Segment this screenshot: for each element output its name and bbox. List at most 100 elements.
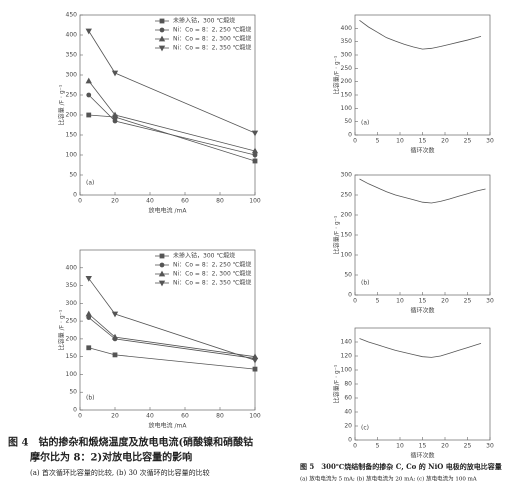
marker (86, 112, 92, 118)
y-tick-label: 0 (348, 292, 352, 299)
panel-label: (a) (86, 180, 94, 187)
marker (158, 45, 166, 52)
marker (251, 130, 259, 137)
marker (112, 118, 118, 124)
x-axis-label: 循环次数 (410, 147, 434, 155)
plot-frame (79, 249, 256, 411)
x-tick-label: 60 (181, 413, 189, 420)
marker (251, 357, 259, 364)
x-tick-label: 10 (396, 298, 404, 305)
y-tick-label: 80 (344, 381, 352, 388)
x-tick-label: 0 (78, 198, 82, 205)
marker (111, 70, 119, 77)
x-tick-label: 20 (111, 413, 119, 420)
x-tick-label: 20 (111, 198, 119, 205)
y-tick-label: 0 (348, 132, 352, 139)
y-tick-label: 400 (66, 264, 78, 271)
y-tick-label: 200 (341, 78, 353, 85)
series-line (88, 313, 256, 358)
y-tick-label: 40 (344, 409, 352, 416)
y-tick-label: 250 (341, 65, 353, 72)
marker (85, 310, 92, 317)
y-tick-label: 140 (341, 339, 353, 346)
x-tick-label: 15 (419, 443, 427, 450)
y-axis-label: 比容量 /F · g⁻¹ (58, 84, 66, 125)
y-tick-label: 350 (66, 52, 78, 59)
x-axis-label: 循环次数 (410, 307, 434, 315)
marker (111, 111, 119, 118)
marker (159, 253, 165, 259)
x-tick-label: 10 (396, 443, 404, 450)
x-tick-label: 30 (486, 443, 494, 450)
y-tick-label: 200 (341, 212, 353, 219)
x-tick-label: 30 (486, 138, 494, 145)
x-tick-label: 100 (249, 413, 261, 420)
marker (85, 28, 92, 35)
y-tick-label: 20 (344, 423, 352, 430)
x-tick-label: 5 (376, 138, 380, 145)
legend-label: Ni：Co = 8：2, 300 ℃煅烧 (173, 270, 251, 278)
x-tick-label: 0 (353, 298, 357, 305)
y-tick-label: 100 (341, 252, 353, 259)
y-tick-label: 50 (344, 118, 352, 125)
y-tick-label: 450 (66, 12, 78, 19)
caption: 图 5 300℃烧结制备的掺杂 C, Co 的 NiO 电极的放电比容量 (300, 462, 502, 471)
x-tick-label: 40 (146, 198, 154, 205)
series-line (359, 338, 482, 358)
marker (85, 77, 92, 84)
y-tick-label: 200 (66, 335, 78, 342)
caption: (a) 首次循环比容量的比较, (b) 30 次循环的比容量的比较 (30, 468, 210, 477)
y-axis-label: 比容量/F · g⁻¹ (333, 364, 341, 403)
x-tick-label: 25 (464, 298, 472, 305)
y-axis-label: 比容量 /F · g⁻¹ (58, 309, 66, 350)
y-tick-label: 150 (66, 132, 78, 139)
x-tick-label: 80 (216, 198, 224, 205)
y-tick-label: 50 (69, 389, 77, 396)
legend-label: Ni：Co = 8：2, 250 ℃煅烧 (173, 261, 251, 269)
y-tick-label: 0 (73, 192, 77, 199)
y-tick-label: 400 (341, 25, 353, 32)
y-tick-label: 100 (66, 371, 78, 378)
y-tick-label: 300 (66, 300, 78, 307)
marker (159, 18, 165, 24)
x-tick-label: 20 (441, 298, 449, 305)
plot-frame (79, 14, 256, 196)
marker (85, 276, 92, 282)
y-axis-label: 比容量/F · g⁻¹ (333, 215, 341, 254)
marker (252, 152, 258, 158)
x-tick-label: 25 (464, 138, 472, 145)
y-tick-label: 150 (341, 232, 353, 239)
marker (111, 311, 119, 318)
plot-frame (354, 14, 491, 136)
y-tick-label: 350 (66, 282, 78, 289)
x-tick-label: 5 (376, 443, 380, 450)
y-tick-label: 100 (66, 152, 78, 159)
legend-label: Ni：Co = 8：2, 250 ℃煅烧 (173, 26, 251, 34)
y-tick-label: 100 (341, 105, 353, 112)
marker (252, 158, 258, 164)
x-axis-label: 放电电流 /mA (149, 422, 188, 430)
legend-label: 未掺入钴，300 ℃煅烧 (173, 252, 235, 260)
marker (252, 366, 258, 372)
y-tick-label: 50 (344, 272, 352, 279)
x-tick-label: 60 (181, 198, 189, 205)
y-tick-label: 250 (66, 92, 78, 99)
x-tick-label: 40 (146, 413, 154, 420)
series-line (359, 178, 486, 204)
x-tick-label: 0 (78, 413, 82, 420)
x-tick-label: 20 (441, 443, 449, 450)
series-line (88, 278, 256, 361)
y-tick-label: 0 (348, 437, 352, 444)
x-tick-label: 30 (486, 298, 494, 305)
panel-label: (b) (86, 395, 95, 402)
x-axis-label: 放电电流 /mA (149, 207, 188, 215)
marker (112, 352, 118, 358)
x-tick-label: 10 (396, 138, 404, 145)
y-tick-label: 300 (341, 172, 353, 179)
marker (158, 35, 166, 42)
marker (86, 92, 92, 98)
y-tick-label: 250 (66, 318, 78, 325)
x-tick-label: 5 (376, 298, 380, 305)
